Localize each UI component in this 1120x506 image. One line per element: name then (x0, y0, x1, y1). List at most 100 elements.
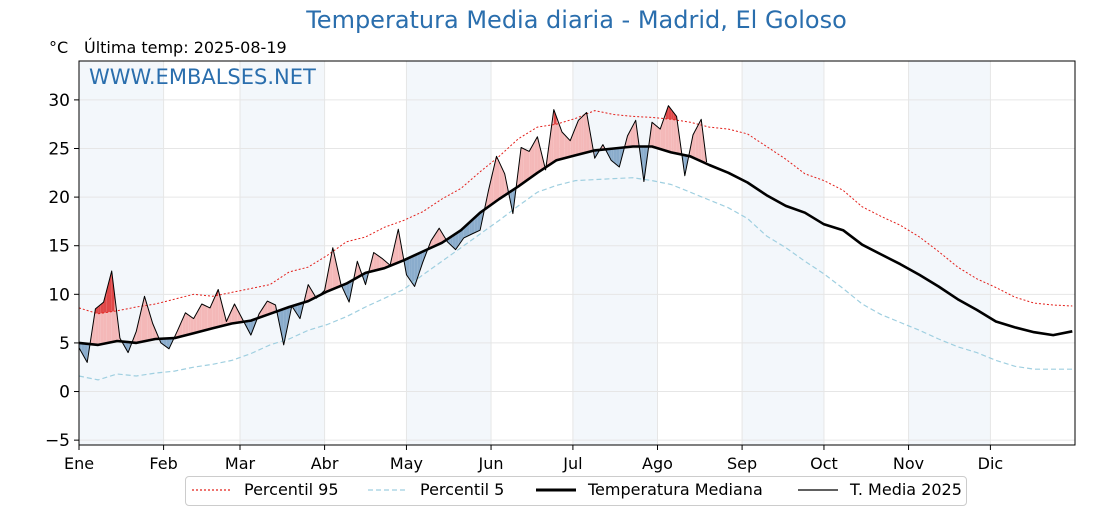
legend-swatch (536, 488, 576, 492)
y-tick-label: 30 (48, 91, 70, 111)
above-median-fill (237, 309, 240, 323)
above-median-fill (335, 259, 339, 289)
above-median-fill (185, 312, 189, 336)
legend-swatch (798, 489, 838, 491)
above-median-fill (521, 147, 524, 185)
above-median-fill (229, 309, 232, 325)
above-median-fill (496, 156, 500, 201)
y-tick-label: 20 (48, 188, 70, 208)
above-median-fill (556, 117, 560, 161)
above-median-fill (330, 247, 333, 291)
above-median-fill (581, 115, 584, 154)
y-axis: −5 0 5 10 15 20 25 30 (45, 91, 79, 451)
below-median-fill (619, 147, 623, 167)
above-median-fill (261, 305, 265, 317)
grid-lines (78, 61, 1075, 445)
above-median-fill (436, 228, 440, 246)
above-median-fill (632, 120, 636, 147)
below-median-fill (409, 256, 412, 283)
above-median-fill (572, 127, 576, 156)
above-median-fill (141, 296, 145, 342)
x-axis: Ene Feb Mar Abr May Jun Jul Ago Sep Oct Nov Dic (64, 445, 1003, 473)
above-median-fill (392, 241, 396, 265)
above-median-fill (370, 252, 374, 272)
month-band (742, 61, 824, 445)
legend-label: Percentil 5 (420, 480, 505, 499)
above-median-fill (207, 306, 210, 330)
above-p95-fill (103, 291, 107, 313)
y-unit-label: °C (49, 38, 69, 57)
above-median-fill (652, 122, 655, 148)
above-median-fill (526, 150, 530, 181)
above-median-fill (327, 261, 331, 292)
above-p95-fill (671, 109, 674, 120)
y-tick-label: 25 (48, 139, 70, 159)
above-p95-fill (673, 112, 677, 121)
above-median-fill (188, 314, 191, 335)
above-median-fill (564, 134, 568, 159)
y-tick-label: 15 (48, 237, 70, 257)
above-median-fill (144, 296, 148, 342)
above-p95-fill (553, 109, 557, 125)
legend-label: Temperatura Mediana (588, 480, 763, 499)
legend-label: T. Media 2025 (850, 480, 962, 499)
below-median-fill (469, 220, 472, 236)
legend-swatch (192, 489, 232, 491)
above-median-fill (152, 323, 156, 340)
series-lines (78, 105, 1073, 381)
above-median-fill (488, 179, 492, 207)
above-median-fill (701, 119, 704, 163)
above-median-fill (136, 319, 140, 343)
above-median-fill (493, 156, 497, 203)
above-median-fill (561, 131, 565, 159)
above-median-fill (692, 129, 696, 159)
below-median-fill (125, 341, 129, 353)
above-median-fill (523, 148, 527, 183)
below-median-fill (343, 283, 347, 297)
y-tick-label: 10 (48, 285, 70, 305)
above-median-fill (698, 119, 702, 162)
plot-frame (78, 60, 1076, 446)
above-median-fill (671, 109, 674, 153)
temperature-chart: −5 0 5 10 15 20 25 30 Ene Feb Mar Abr May Jun Jul Ago S… (45, 60, 1076, 473)
below-median-fill (455, 231, 459, 250)
watermark-text: WWW.EMBALSES.NET (89, 65, 316, 89)
above-median-fill (583, 112, 587, 154)
below-median-fill (411, 255, 415, 287)
below-median-fill (477, 212, 481, 232)
below-median-fill (471, 217, 475, 235)
above-median-fill (220, 300, 224, 327)
above-median-fill (501, 167, 505, 198)
below-median-fill (280, 308, 284, 345)
above-median-fill (381, 258, 385, 269)
below-median-fill (613, 148, 617, 165)
below-median-fill (81, 343, 85, 358)
below-median-fill (458, 230, 462, 246)
above-median-fill (559, 124, 562, 160)
above-median-fill (548, 129, 552, 166)
below-median-fill (414, 254, 418, 287)
above-p95-fill (109, 270, 112, 313)
x-tick-label: Sep (727, 454, 757, 473)
legend-swatch (368, 489, 408, 491)
above-median-fill (575, 120, 579, 156)
above-median-fill (630, 125, 633, 147)
x-tick-label: Abr (311, 454, 339, 473)
below-median-fill (611, 148, 614, 163)
above-median-fill (209, 301, 213, 330)
below-median-fill (406, 257, 410, 279)
above-median-fill (676, 116, 680, 155)
x-tick-label: Feb (149, 454, 177, 473)
above-median-fill (190, 316, 194, 334)
above-median-fill (657, 126, 661, 150)
above-median-fill (695, 124, 699, 161)
above-p95-fill (100, 302, 104, 314)
below-median-fill (79, 342, 82, 353)
below-median-fill (643, 146, 647, 182)
p95-line (78, 110, 1073, 315)
above-median-fill (654, 124, 658, 149)
x-tick-label: Ene (64, 454, 94, 473)
above-median-fill (662, 113, 666, 151)
above-median-fill (193, 313, 197, 334)
above-median-fill (204, 305, 208, 331)
